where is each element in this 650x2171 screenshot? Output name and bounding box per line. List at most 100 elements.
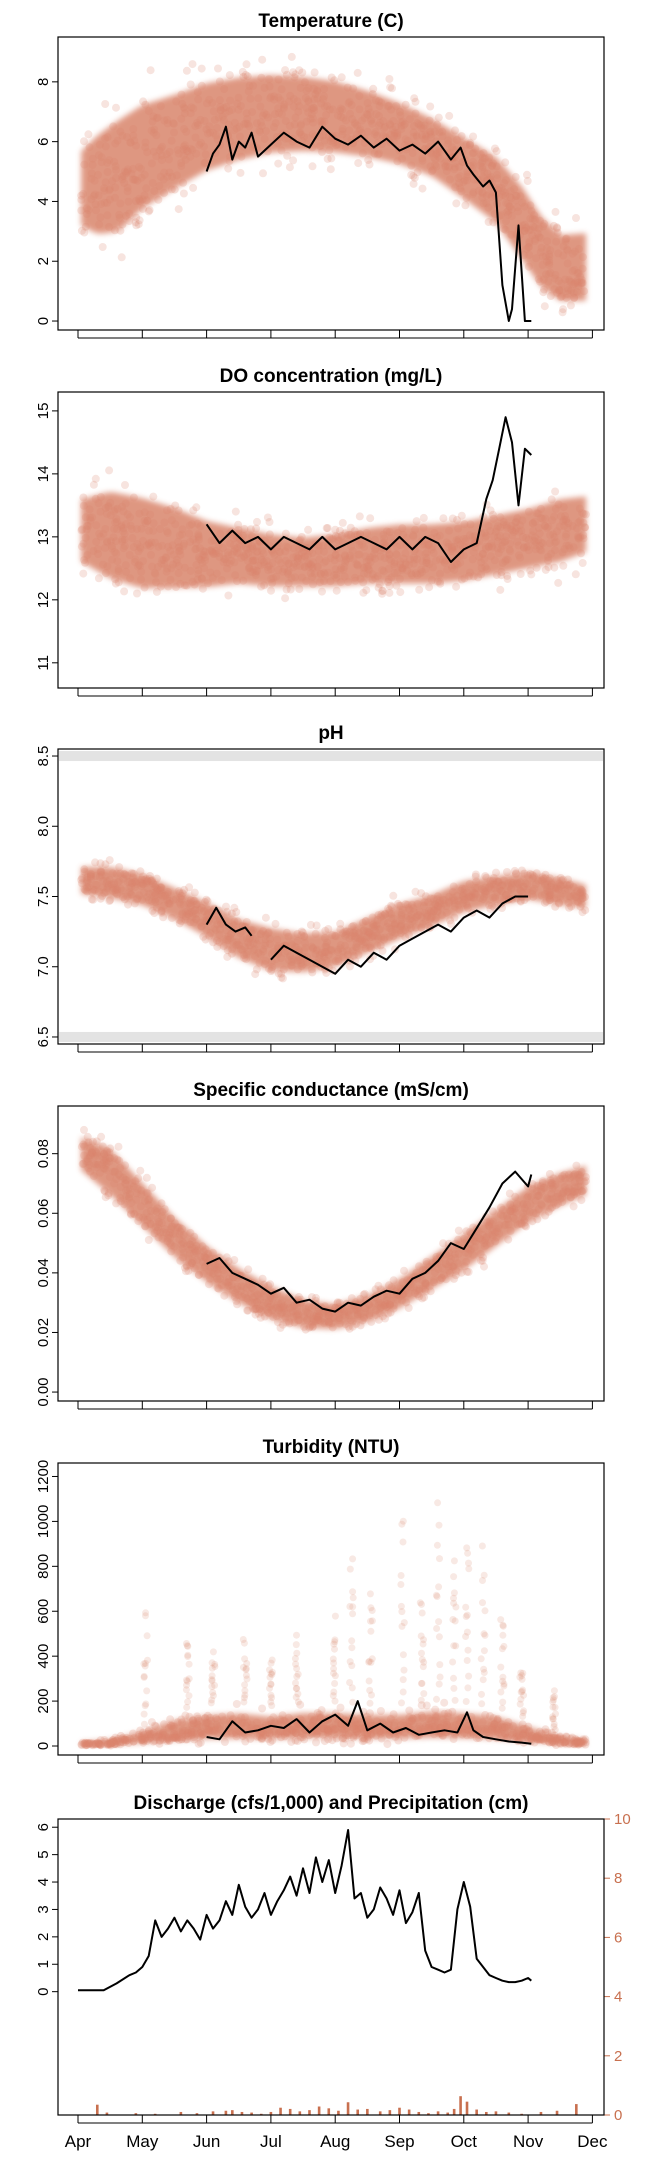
- observation-point: [574, 533, 583, 542]
- observation-point: [410, 122, 418, 131]
- observation-point: [166, 505, 175, 513]
- observation-point: [561, 275, 570, 284]
- observation-point: [421, 130, 430, 139]
- observation-point: [456, 886, 465, 895]
- observation-point: [408, 1714, 417, 1723]
- observation-point: [276, 1727, 285, 1736]
- observation-point: [578, 891, 587, 900]
- observation-point: [560, 521, 569, 530]
- observation-point: [396, 111, 405, 120]
- observation-point: [120, 1200, 129, 1209]
- observation-point: [255, 936, 263, 945]
- observation-point: [499, 518, 508, 526]
- observation-point: [371, 1311, 380, 1320]
- observation-point: [360, 926, 368, 935]
- observation-point: [570, 293, 579, 302]
- observation-point: [99, 529, 108, 538]
- observation-point: [506, 524, 515, 533]
- observation-point: [298, 1729, 306, 1738]
- observation-point: [344, 1308, 353, 1317]
- observation-point: [88, 160, 97, 169]
- observation-point: [134, 1217, 143, 1226]
- observation-point: [236, 535, 244, 544]
- observation-point: [96, 493, 105, 502]
- observation-point: [479, 199, 488, 208]
- observation-point: [151, 898, 160, 906]
- spike-point: [417, 1696, 425, 1704]
- observation-point: [566, 1193, 575, 1202]
- observation-point: [96, 532, 105, 541]
- observation-point: [341, 116, 350, 125]
- observation-point: [355, 1714, 364, 1723]
- observation-point: [180, 104, 189, 113]
- observation-point: [272, 1303, 281, 1312]
- y-tick-label: 8: [35, 78, 52, 86]
- observation-point: [277, 85, 286, 94]
- observation-point: [96, 507, 105, 516]
- observation-point: [101, 525, 110, 533]
- observation-point: [428, 165, 437, 174]
- observation-point: [550, 883, 559, 892]
- observation-point: [170, 119, 178, 128]
- observation-point: [419, 1284, 427, 1293]
- observation-point: [318, 120, 327, 129]
- observation-point: [309, 1311, 318, 1320]
- observation-point: [451, 1271, 460, 1280]
- observation-point: [457, 187, 466, 196]
- observation-point: [128, 879, 137, 888]
- observation-point: [548, 1734, 557, 1743]
- observation-point: [98, 1152, 107, 1161]
- observation-point: [297, 120, 305, 129]
- observation-point: [398, 1278, 407, 1287]
- observation-point: [461, 201, 470, 210]
- observation-point: [523, 880, 532, 888]
- observation-point: [502, 1211, 511, 1220]
- observation-point: [231, 1728, 240, 1737]
- observation-point: [406, 924, 415, 933]
- observation-point: [181, 1735, 190, 1744]
- observation-point: [228, 1273, 237, 1282]
- observation-point: [224, 1281, 233, 1290]
- observation-point: [254, 1309, 263, 1318]
- observation-point: [555, 286, 564, 294]
- y-tick-label: 12: [35, 591, 52, 608]
- observation-point: [419, 513, 428, 522]
- observation-point: [579, 531, 588, 540]
- observation-point: [146, 872, 154, 880]
- observation-point: [532, 509, 541, 518]
- observation-point: [107, 1739, 116, 1748]
- observation-point: [178, 1726, 187, 1735]
- observation-point: [453, 537, 462, 546]
- observation-point: [364, 104, 373, 113]
- observation-point: [252, 524, 261, 533]
- observation-point: [537, 243, 546, 252]
- observation-point: [297, 533, 306, 541]
- observation-point: [116, 1172, 125, 1181]
- observation-point: [476, 1234, 485, 1243]
- observation-point: [325, 1319, 334, 1328]
- observation-point: [558, 889, 567, 898]
- observation-point: [384, 1309, 392, 1318]
- observation-point: [237, 542, 245, 551]
- observation-point: [578, 509, 587, 517]
- observation-point: [516, 897, 525, 906]
- observation-point: [418, 557, 427, 566]
- observation-point: [413, 168, 422, 177]
- observation-point: [144, 207, 153, 216]
- observation-point: [265, 561, 273, 570]
- observation-point: [422, 1260, 431, 1269]
- observation-point: [480, 528, 489, 537]
- observation-point: [334, 957, 343, 966]
- observation-point: [334, 954, 343, 963]
- observation-point: [478, 153, 487, 162]
- observation-point: [546, 1178, 555, 1187]
- observation-point: [376, 1707, 385, 1715]
- observation-point: [518, 1200, 527, 1209]
- observation-point: [129, 1737, 138, 1746]
- observation-point: [96, 867, 105, 875]
- observation-point: [325, 1318, 333, 1326]
- observation-point: [532, 1733, 541, 1742]
- observation-point: [300, 1322, 309, 1331]
- observation-point: [212, 926, 220, 934]
- observation-point: [505, 545, 514, 554]
